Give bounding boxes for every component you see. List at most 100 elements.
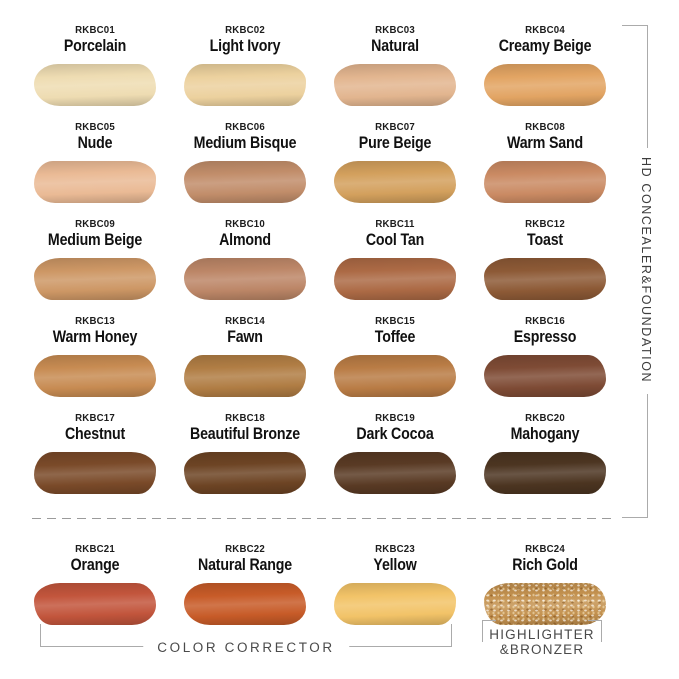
shade-cell: RKBC18 Beautiful Bronze: [170, 404, 320, 501]
shade-swatch: [34, 452, 156, 494]
shade-cell: RKBC02 Light Ivory: [170, 16, 320, 113]
shade-cell: RKBC10 Almond: [170, 210, 320, 307]
shade-code: RKBC11: [375, 218, 415, 230]
shade-name: Mahogany: [510, 425, 580, 443]
shade-code: RKBC04: [525, 24, 565, 36]
shade-name: Toast: [527, 231, 563, 249]
shade-swatch: [484, 583, 606, 625]
shade-cell: RKBC07 Pure Beige: [320, 113, 470, 210]
shade-name: Orange: [70, 556, 120, 574]
shade-code: RKBC23: [375, 543, 415, 555]
shade-swatch: [484, 258, 606, 300]
shade-swatch: [334, 258, 456, 300]
shade-name: Dark Cocoa: [356, 425, 434, 443]
shade-swatch: [184, 583, 306, 625]
shade-code: RKBC18: [225, 412, 265, 424]
shade-swatch: [184, 355, 306, 397]
color-corrector-bracket: COLOR CORRECTOR: [40, 624, 452, 655]
shade-name: Porcelain: [63, 37, 127, 55]
shade-cell: RKBC22 Natural Range: [170, 535, 320, 645]
shade-name: Chestnut: [64, 425, 126, 443]
shade-swatch: [484, 452, 606, 494]
shade-swatch: [34, 258, 156, 300]
highlighter-label-line1: HIGHLIGHTER: [489, 627, 595, 642]
shade-cell: RKBC08 Warm Sand: [470, 113, 620, 210]
shade-cell: RKBC12 Toast: [470, 210, 620, 307]
shade-swatch: [334, 161, 456, 203]
shade-name: Creamy Beige: [498, 37, 592, 55]
shade-code: RKBC22: [225, 543, 265, 555]
shade-name: Yellow: [373, 556, 417, 574]
shade-swatch: [34, 64, 156, 106]
shade-code: RKBC16: [525, 315, 565, 327]
shade-name: Warm Honey: [52, 328, 138, 346]
shade-name: Toffee: [374, 328, 416, 346]
shade-name: Medium Beige: [47, 231, 143, 249]
right-bracket-line-upper: [647, 25, 648, 148]
hd-concealer-foundation-label: HD CONCEALER&FOUNDATION: [639, 157, 653, 384]
shade-code: RKBC20: [525, 412, 565, 424]
shade-swatch: [184, 452, 306, 494]
shade-code: RKBC14: [225, 315, 265, 327]
shade-cell: RKBC04 Creamy Beige: [470, 16, 620, 113]
shade-code: RKBC15: [375, 315, 415, 327]
shade-cell: RKBC16 Espresso: [470, 307, 620, 404]
shade-code: RKBC19: [375, 412, 415, 424]
right-bracket-top-tick: [622, 25, 648, 26]
shade-code: RKBC05: [75, 121, 115, 133]
shade-swatch: [484, 355, 606, 397]
shade-code: RKBC03: [375, 24, 415, 36]
shade-name: Rich Gold: [512, 556, 578, 574]
shade-name: Cool Tan: [365, 231, 425, 249]
shade-code: RKBC13: [75, 315, 115, 327]
highlighter-label-line2: &BRONZER: [499, 642, 585, 657]
shade-code: RKBC06: [225, 121, 265, 133]
shade-cell: RKBC05 Nude: [20, 113, 170, 210]
shade-cell: RKBC21 Orange: [20, 535, 170, 645]
shade-swatch: [184, 161, 306, 203]
shade-code: RKBC09: [75, 218, 115, 230]
right-bracket-line-lower: [647, 394, 648, 518]
shade-swatch: [34, 161, 156, 203]
shade-cell: RKBC11 Cool Tan: [320, 210, 470, 307]
shade-swatch: [184, 64, 306, 106]
shade-cell: RKBC13 Warm Honey: [20, 307, 170, 404]
shade-code: RKBC10: [225, 218, 265, 230]
shade-swatch: [334, 583, 456, 625]
shade-swatch: [484, 161, 606, 203]
shade-name: Pure Beige: [358, 134, 432, 152]
shade-code: RKBC02: [225, 24, 265, 36]
shade-cell: RKBC15 Toffee: [320, 307, 470, 404]
shade-code: RKBC01: [75, 24, 115, 36]
shade-swatch: [334, 452, 456, 494]
shade-name: Beautiful Bronze: [190, 425, 300, 443]
shade-name: Light Ivory: [209, 37, 281, 55]
shade-name: Warm Sand: [506, 134, 583, 152]
shade-cell: RKBC03 Natural: [320, 16, 470, 113]
shade-name: Almond: [219, 231, 271, 249]
shade-code: RKBC17: [75, 412, 115, 424]
shade-code: RKBC24: [525, 543, 565, 555]
right-bracket-bottom-tick: [622, 517, 648, 518]
shade-name: Fawn: [227, 328, 263, 346]
shade-swatch: [34, 355, 156, 397]
shade-cell: RKBC06 Medium Bisque: [170, 113, 320, 210]
highlighter-bronzer-bracket: HIGHLIGHTER &BRONZER: [482, 620, 602, 657]
color-corrector-label: COLOR CORRECTOR: [143, 640, 349, 655]
shade-swatch: [334, 64, 456, 106]
shade-name: Natural: [371, 37, 419, 55]
shade-swatch: [484, 64, 606, 106]
shade-cell: RKBC01 Porcelain: [20, 16, 170, 113]
shade-name: Espresso: [513, 328, 577, 346]
shade-code: RKBC12: [525, 218, 565, 230]
shade-code: RKBC07: [375, 121, 415, 133]
swatch-grid: RKBC01 Porcelain RKBC02 Light Ivory RKBC…: [20, 16, 620, 645]
shade-swatch: [184, 258, 306, 300]
shade-code: RKBC21: [75, 543, 115, 555]
shade-cell: RKBC24 Rich Gold: [470, 535, 620, 645]
shade-name: Medium Bisque: [193, 134, 297, 152]
shade-cell: RKBC09 Medium Beige: [20, 210, 170, 307]
dashed-divider: [32, 517, 614, 519]
shade-cell: RKBC23 Yellow: [320, 535, 470, 645]
